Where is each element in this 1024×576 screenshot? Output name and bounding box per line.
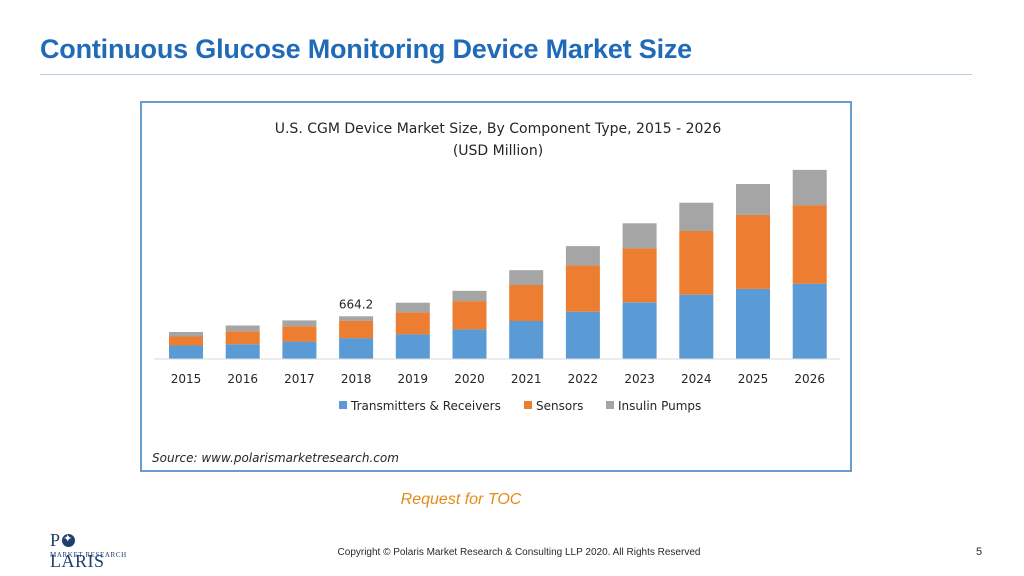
bar-segment-sensors-2021 (509, 285, 544, 321)
request-toc-label[interactable]: Request for TOC (400, 491, 522, 508)
bars-layer: 664.2 (169, 169, 827, 359)
bar-segment-insulin-pumps-2016 (225, 325, 260, 332)
bar-segment-insulin-pumps-2017 (282, 320, 317, 327)
logo-tagline: MARKET RESEARCH (50, 551, 127, 559)
bar-segment-insulin-pumps-2018 (339, 316, 374, 321)
bar-segment-transmitters-receivers-2026 (792, 283, 827, 359)
bar-segment-sensors-2024 (679, 231, 714, 295)
star-icon (61, 532, 75, 547)
bar-segment-transmitters-receivers-2025 (736, 288, 770, 359)
bar-segment-transmitters-receivers-2023 (622, 302, 657, 359)
x-tick-label-2026: 2026 (794, 372, 825, 386)
chart-source: Source: www.polarismarketresearch.com (152, 451, 399, 465)
x-tick-label-2024: 2024 (681, 372, 712, 386)
bar-segment-transmitters-receivers-2016 (225, 344, 260, 359)
x-tick-label-2022: 2022 (568, 372, 599, 386)
bar-segment-transmitters-receivers-2019 (395, 334, 430, 359)
x-tick-label-2019: 2019 (398, 372, 429, 386)
bar-segment-sensors-2020 (452, 301, 487, 330)
chart-title: U.S. CGM Device Market Size, By Componen… (275, 121, 722, 137)
legend-swatch-1 (524, 401, 532, 409)
bar-segment-sensors-2026 (792, 205, 827, 284)
x-tick-label-2015: 2015 (171, 372, 202, 386)
slide-title: Continuous Glucose Monitoring Device Mar… (40, 34, 692, 64)
bar-segment-transmitters-receivers-2020 (452, 329, 487, 359)
legend-label-1: Sensors (536, 399, 583, 413)
bar-segment-transmitters-receivers-2024 (679, 294, 714, 359)
chart-frame: U.S. CGM Device Market Size, By Componen… (140, 101, 852, 472)
x-tick-label-2025: 2025 (738, 372, 769, 386)
bar-segment-insulin-pumps-2024 (679, 202, 714, 231)
bar-segment-insulin-pumps-2021 (509, 270, 544, 285)
legend-label-2: Insulin Pumps (618, 399, 701, 413)
x-tick-label-2016: 2016 (227, 372, 258, 386)
bar-segment-transmitters-receivers-2021 (509, 321, 544, 359)
stacked-bar-chart: U.S. CGM Device Market Size, By Componen… (152, 121, 840, 465)
bar-segment-insulin-pumps-2015 (169, 332, 203, 337)
title-divider (40, 74, 972, 75)
bar-segment-transmitters-receivers-2018 (339, 338, 374, 359)
legend-swatch-2 (606, 401, 614, 409)
bar-segment-insulin-pumps-2025 (736, 184, 770, 215)
x-tick-labels: 2015 2016 2017 2018 2019 2020 2021 2022 2023 2024… (171, 372, 825, 386)
data-label-2018: 664.2 (339, 297, 373, 311)
bar-segment-insulin-pumps-2026 (792, 169, 827, 206)
bar-segment-sensors-2015 (169, 336, 203, 346)
bar-segment-insulin-pumps-2023 (622, 223, 657, 249)
bar-segment-sensors-2016 (225, 331, 260, 345)
bar-segment-insulin-pumps-2019 (395, 302, 430, 313)
bar-segment-transmitters-receivers-2022 (565, 311, 600, 359)
bar-segment-insulin-pumps-2020 (452, 290, 487, 302)
polaris-logo: PLARIS MARKET RESEARCH (50, 530, 130, 571)
bar-segment-insulin-pumps-2022 (565, 246, 600, 266)
bar-segment-sensors-2018 (339, 320, 374, 339)
bar-segment-sensors-2017 (282, 326, 317, 342)
legend-label-0: Transmitters & Receivers (350, 399, 501, 413)
bar-segment-transmitters-receivers-2017 (282, 341, 317, 359)
bar-segment-sensors-2022 (565, 265, 600, 312)
legend: Transmitters & Receivers Sensors Insulin P… (339, 399, 701, 413)
bar-segment-sensors-2023 (622, 248, 657, 303)
chart-subtitle: (USD Million) (453, 143, 543, 159)
x-tick-label-2017: 2017 (284, 372, 315, 386)
bar-segment-transmitters-receivers-2015 (169, 345, 203, 359)
request-toc-link[interactable]: Request for TOC (0, 491, 1024, 509)
bar-segment-sensors-2025 (736, 214, 770, 289)
x-tick-label-2020: 2020 (454, 372, 485, 386)
legend-swatch-0 (339, 401, 347, 409)
x-tick-label-2018: 2018 (341, 372, 372, 386)
page-number: 5 (976, 546, 983, 558)
bar-segment-sensors-2019 (395, 312, 430, 335)
x-tick-label-2023: 2023 (624, 372, 655, 386)
copyright-text: Copyright © Polaris Market Research & Co… (337, 547, 701, 558)
x-tick-label-2021: 2021 (511, 372, 542, 386)
logo-brand: PLARIS (50, 530, 130, 572)
